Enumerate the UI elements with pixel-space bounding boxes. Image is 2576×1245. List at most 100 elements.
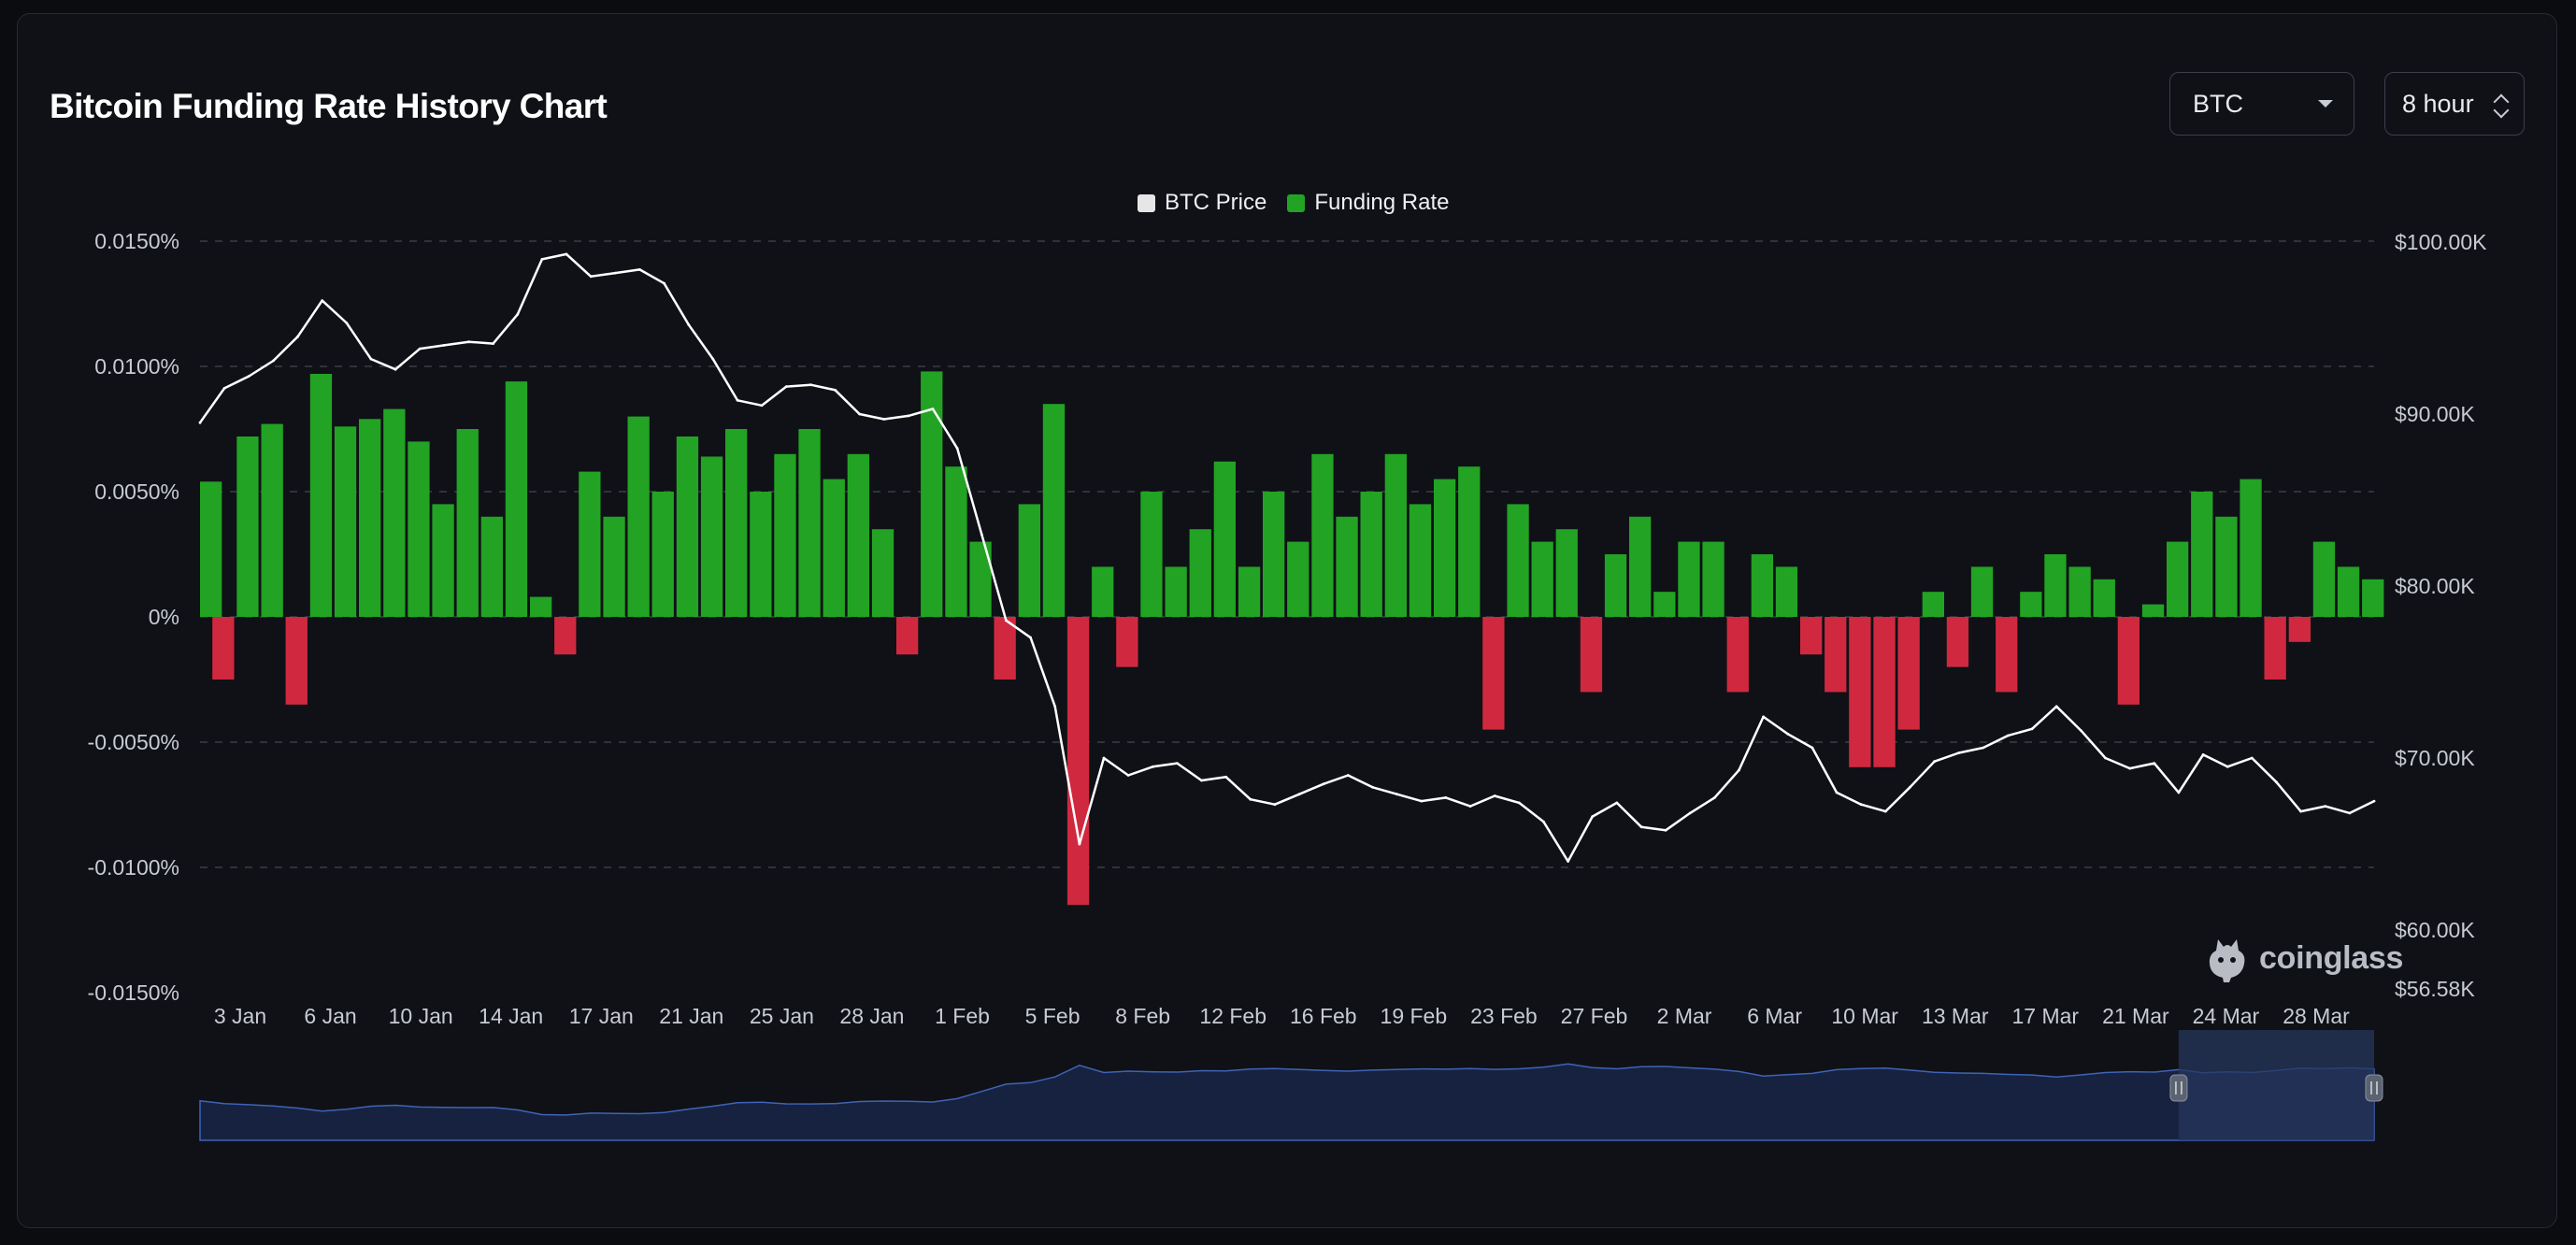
x-axis: 3 Jan 6 Jan 10 Jan 14 Jan 17 Jan 21 Jan 25 Jan…	[214, 1004, 2350, 1028]
btc-price-point	[1762, 715, 1765, 719]
funding-rate-bar	[1238, 566, 1261, 617]
btc-price-point	[1005, 619, 1008, 622]
funding-rate-bar	[1116, 617, 1138, 667]
legend-item-funding-rate[interactable]: Funding Rate	[1287, 190, 1449, 216]
x-tick-label: 27 Feb	[1561, 1004, 1628, 1028]
funding-rate-bar	[236, 436, 259, 617]
x-tick-label: 16 Feb	[1290, 1004, 1357, 1028]
btc-price-point	[222, 387, 226, 390]
funding-rate-bar	[1946, 617, 1969, 667]
coin-select[interactable]: BTC	[2169, 72, 2354, 136]
btc-price-point	[1102, 756, 1106, 760]
btc-price-point	[589, 275, 593, 279]
btc-price-point	[1297, 793, 1301, 796]
btc-price-point	[2201, 753, 2205, 756]
funding-rate-bar	[1507, 504, 1529, 617]
navigator-handle[interactable]	[2365, 1074, 2383, 1102]
funding-rate-bar	[261, 423, 283, 617]
watermark-text: coinglass	[2259, 939, 2404, 976]
y-tick-label: 0.0150%	[94, 229, 179, 253]
btc-price-point	[1346, 774, 1350, 777]
funding-rate-bar	[505, 381, 528, 617]
legend-item-btc-price[interactable]: BTC Price	[1138, 190, 1267, 216]
btc-price-point	[345, 322, 349, 324]
btc-price-point	[1371, 785, 1374, 789]
legend-label-btc-price: BTC Price	[1165, 190, 1267, 215]
y-tick-label: 0.0050%	[94, 479, 179, 504]
funding-rate-bar	[1702, 541, 1724, 617]
x-tick-label: 13 Mar	[1922, 1004, 1989, 1028]
x-tick-label: 10 Mar	[1831, 1004, 1898, 1028]
btc-price-point	[467, 340, 470, 344]
btc-price-point	[1835, 791, 1839, 794]
btc-price-point	[1126, 774, 1130, 777]
funding-rate-bar	[2264, 617, 2286, 680]
funding-rate-bar	[2215, 516, 2238, 617]
funding-rate-bar	[1336, 516, 1358, 617]
btc-price-point	[1567, 860, 1569, 863]
btc-price-point	[2054, 705, 2058, 708]
funding-rate-bar	[725, 429, 748, 617]
btc-price-point	[1249, 797, 1252, 801]
btc-price-point	[1909, 785, 1911, 789]
funding-rate-bar	[408, 441, 430, 617]
btc-price-point	[1810, 746, 1814, 750]
funding-rate-bar	[1678, 541, 1700, 617]
funding-rate-bar	[212, 617, 235, 680]
funding-rate-bar	[823, 479, 845, 617]
btc-price-point	[321, 299, 324, 302]
funding-rate-bar	[1165, 566, 1187, 617]
btc-price-point	[1444, 796, 1448, 799]
btc-price-point	[882, 418, 886, 421]
btc-price-point	[931, 408, 935, 410]
interval-select[interactable]: 8 hour	[2384, 72, 2525, 136]
funding-rate-bar	[1604, 554, 1627, 617]
btc-price-point	[2225, 765, 2229, 768]
funding-rate-bar	[798, 429, 821, 617]
btc-price-point	[2348, 811, 2352, 815]
funding-rate-bar	[1751, 554, 1773, 617]
btc-price-point	[1591, 815, 1595, 818]
funding-rate-bar	[1287, 541, 1309, 617]
funding-rate-bar	[994, 617, 1016, 680]
btc-price-point	[2153, 762, 2156, 765]
funding-rate-bar	[1018, 504, 1040, 617]
btc-price-point	[516, 312, 520, 316]
btc-price-point	[663, 281, 665, 285]
funding-rate-bar	[774, 453, 796, 617]
funding-rate-bar	[603, 516, 625, 617]
funding-rate-bar	[579, 471, 601, 617]
x-tick-label: 17 Mar	[2012, 1004, 2080, 1028]
x-tick-label: 5 Feb	[1025, 1004, 1080, 1028]
btc-price-point	[1615, 801, 1619, 805]
btc-price-point	[736, 398, 739, 402]
btc-price-point	[858, 412, 861, 416]
range-navigator[interactable]	[199, 1030, 2383, 1141]
funding-rate-bar	[1825, 617, 1847, 693]
navigator-handle[interactable]	[2169, 1074, 2188, 1102]
chart-legend: BTC Price Funding Rate	[1138, 190, 1449, 216]
funding-rate-bar	[1897, 617, 1920, 730]
funding-rate-bar	[651, 492, 674, 617]
x-tick-label: 24 Mar	[2193, 1004, 2260, 1028]
x-tick-label: 23 Feb	[1470, 1004, 1538, 1028]
btc-price-point	[1468, 805, 1472, 808]
btc-price-point	[369, 357, 373, 361]
funding-rate-bar	[1409, 504, 1432, 617]
legend-swatch-btc-price	[1138, 193, 1155, 212]
funding-rate-bar	[2362, 579, 2384, 617]
funding-rate-bar	[1042, 404, 1066, 617]
coinglass-watermark: coinglass	[2205, 934, 2403, 982]
btc-price-point	[1053, 705, 1057, 708]
btc-price-point	[1982, 746, 1985, 750]
btc-price-point	[418, 347, 422, 351]
funding-rate-bar	[554, 617, 577, 655]
funding-rate-bar	[871, 529, 894, 617]
funding-rate-bar	[1922, 592, 1944, 617]
funding-rate-bar	[1629, 516, 1652, 617]
funding-rate-bar	[1996, 617, 2018, 693]
x-tick-label: 17 Jan	[569, 1004, 634, 1028]
funding-rate-bar	[1213, 461, 1236, 617]
btc-price-point	[2030, 727, 2034, 731]
